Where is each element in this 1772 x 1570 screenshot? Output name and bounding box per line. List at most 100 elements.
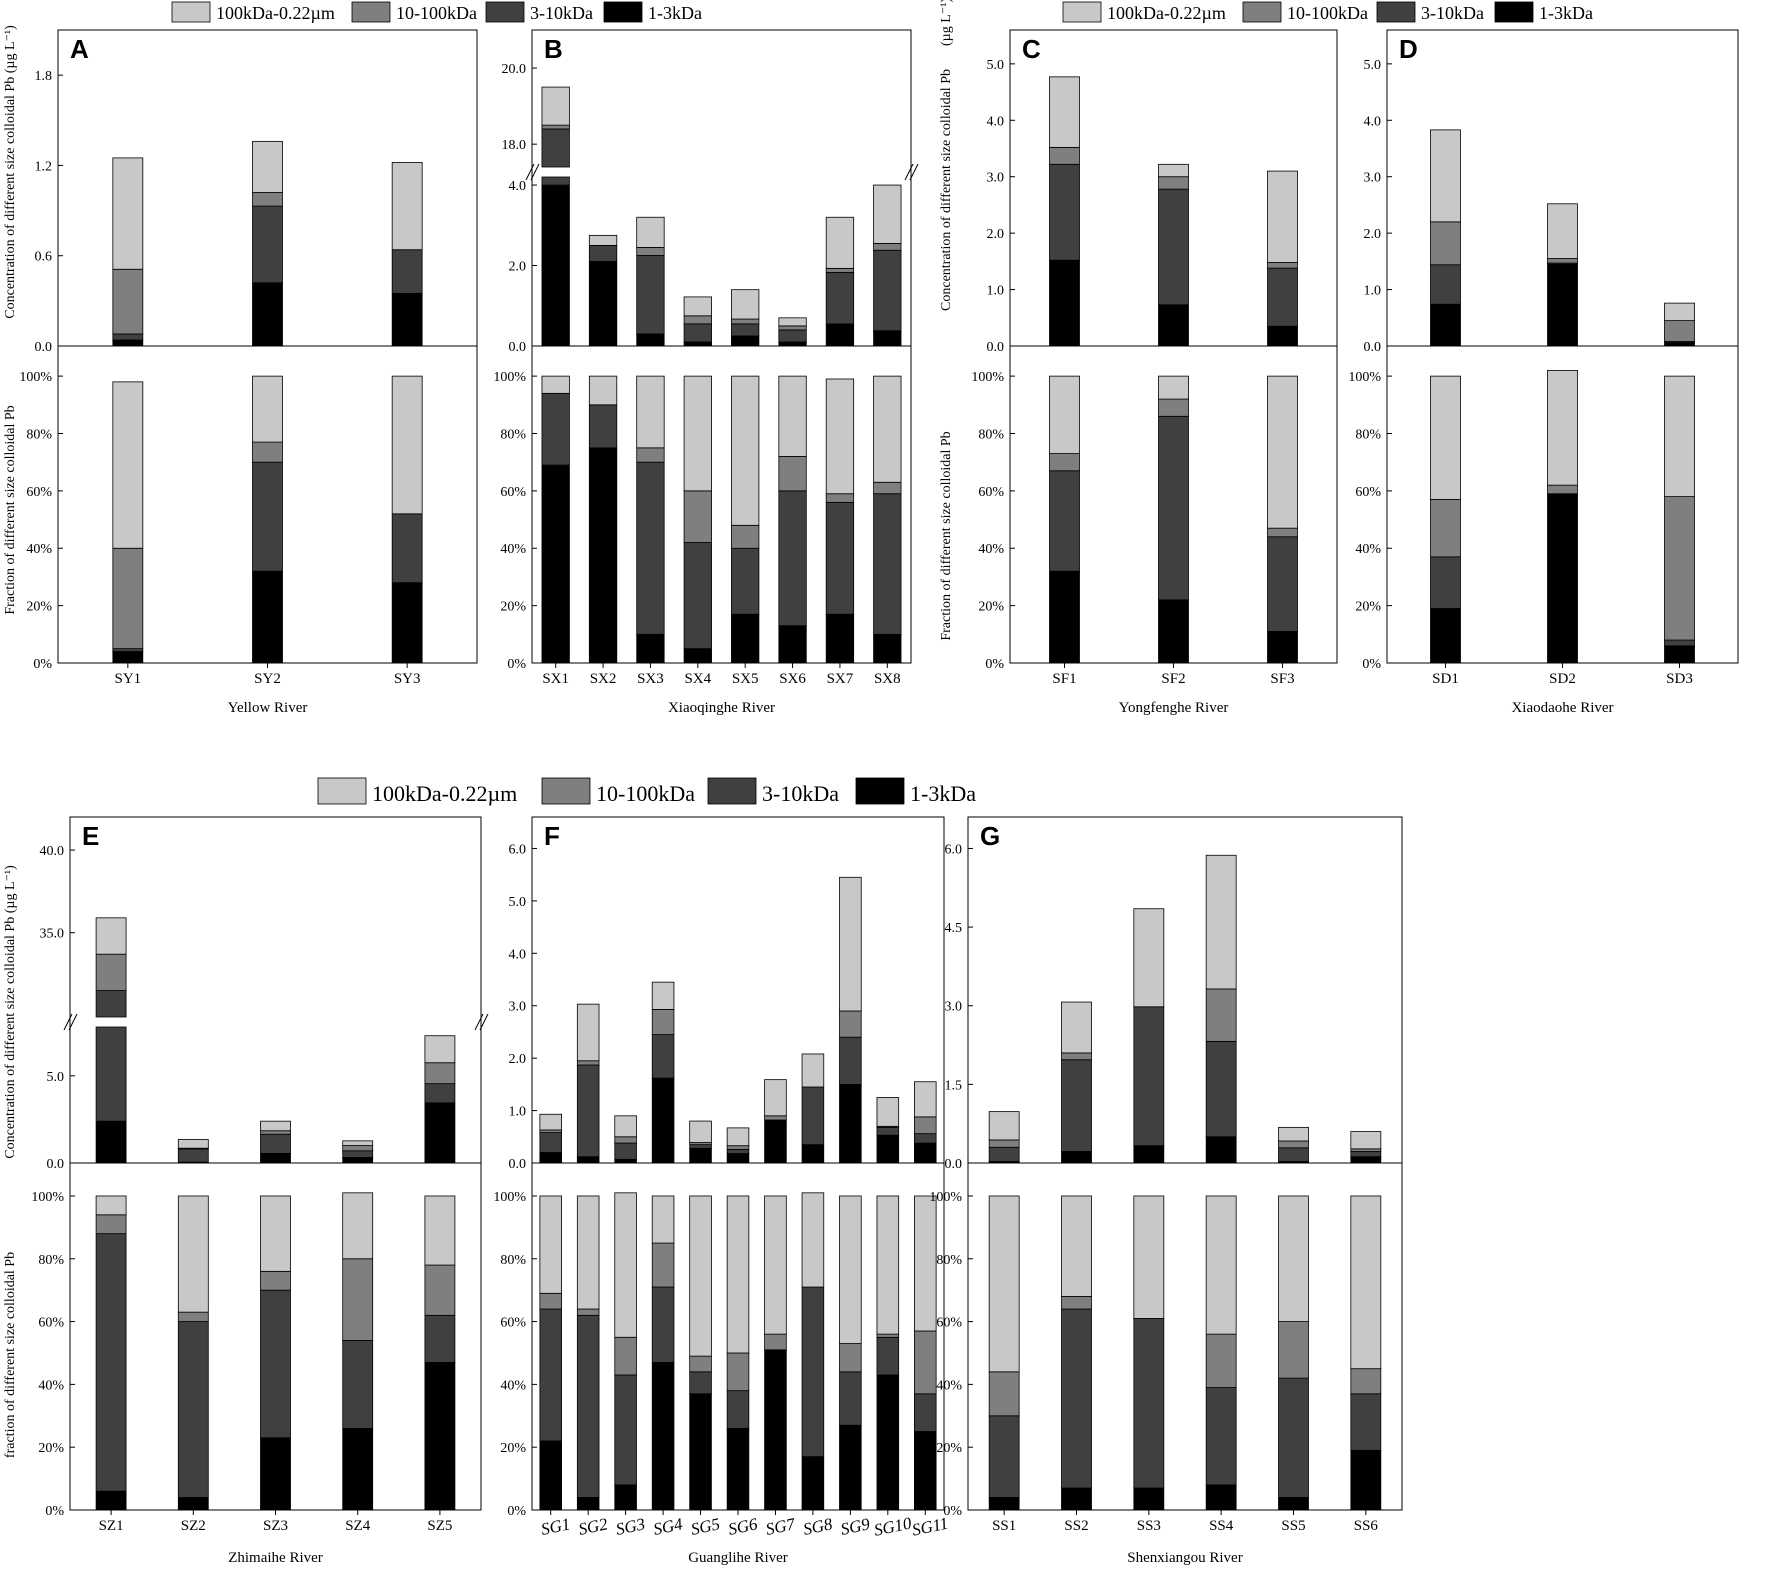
conc-bar-segment bbox=[539, 1132, 562, 1153]
conc-bar-segment bbox=[873, 242, 902, 251]
frac-tick-label: 80% bbox=[26, 427, 52, 442]
frac-bar-segment bbox=[726, 1427, 750, 1511]
x-tick-label: SZ2 bbox=[181, 1518, 206, 1534]
frac-tick-label: 20% bbox=[500, 600, 526, 615]
x-tick-label: SG5 bbox=[689, 1514, 722, 1539]
x-tick-label: SG7 bbox=[764, 1514, 798, 1539]
frac-bar-segment bbox=[778, 456, 807, 492]
x-tick-label: SZ5 bbox=[427, 1518, 452, 1534]
frac-tick-label: 20% bbox=[38, 1441, 64, 1456]
frac-bar-segment bbox=[1278, 1321, 1309, 1379]
frac-bar-segment bbox=[778, 375, 807, 457]
conc-bar-segment bbox=[825, 323, 855, 347]
frac-bar-segment bbox=[689, 1393, 712, 1511]
conc-tick-label: 6.0 bbox=[509, 842, 527, 857]
conc-bar-segment bbox=[839, 876, 862, 1012]
conc-tick-label: 1.8 bbox=[35, 69, 53, 84]
conc-bar-segment bbox=[576, 1064, 600, 1158]
conc-bar-segment bbox=[731, 318, 760, 325]
frac-bar-segment bbox=[988, 1195, 1020, 1373]
frac-bar-segment bbox=[424, 1195, 456, 1266]
conc-bar-segment bbox=[260, 1120, 291, 1132]
frac-bar-segment bbox=[576, 1497, 600, 1511]
conc-bar-segment bbox=[1205, 988, 1237, 1042]
x-tick-label: SZ1 bbox=[99, 1518, 124, 1534]
frac-bar-segment bbox=[731, 375, 760, 526]
conc-bar-segment bbox=[1158, 304, 1189, 347]
conc-bar-segment bbox=[424, 1062, 456, 1085]
conc-tick-label: 5.0 bbox=[987, 58, 1005, 73]
x-tick-label: SG4 bbox=[652, 1514, 685, 1539]
frac-bar-segment bbox=[539, 1308, 562, 1442]
conc-bar-segment bbox=[342, 1140, 374, 1146]
panel-D: D 0.0 1.0 2.0 3.0 4.0 5.0 0% 20% 40% 60% 80% 100% SD1… bbox=[1348, 29, 1739, 716]
frac-tick-label: 0% bbox=[507, 1504, 526, 1519]
frac-tick-label: 0% bbox=[45, 1504, 64, 1519]
frac-bar-segment bbox=[342, 1427, 374, 1511]
frac-bar-segment bbox=[726, 1390, 750, 1429]
conc-bar-segment bbox=[260, 1133, 291, 1154]
frac-tick-label: 40% bbox=[500, 542, 526, 557]
ylabel-frac-e: fraction of different size colloidal Pb bbox=[3, 1252, 18, 1458]
conc-bar-segment bbox=[873, 249, 902, 332]
x-tick-label: SG6 bbox=[727, 1514, 760, 1539]
conc-bar-segment bbox=[683, 341, 712, 347]
frac-bar-segment bbox=[1158, 398, 1189, 417]
legend-top-right: 100kDa-0.22µm 10-100kDa 3-10kDa 1-3kDa bbox=[1062, 1, 1593, 23]
x-tick-label: SG10 bbox=[872, 1513, 913, 1540]
ylabel-frac-cd: Fraction of different size colloidal Pb bbox=[939, 431, 954, 640]
river-name: Zhimaihe River bbox=[228, 1550, 323, 1566]
conc-bar-segment bbox=[1267, 267, 1298, 327]
conc-bar-segment bbox=[260, 1153, 291, 1164]
frac-bar-segment bbox=[876, 1195, 900, 1335]
conc-bar-segment bbox=[391, 292, 423, 347]
conc-bar-segment bbox=[726, 1148, 750, 1154]
frac-bar-segment bbox=[731, 524, 760, 549]
river-name: Xiaoqinghe River bbox=[668, 700, 775, 716]
conc-bar-segment bbox=[988, 1111, 1020, 1141]
conc-bar-segment bbox=[1278, 1147, 1309, 1162]
x-tick-label: SG8 bbox=[801, 1514, 834, 1539]
conc-bar-segment bbox=[95, 990, 127, 1018]
frac-bar-segment bbox=[391, 375, 423, 515]
frac-bar-segment bbox=[1350, 1195, 1382, 1370]
frac-tick-label: 100% bbox=[31, 1190, 64, 1205]
frac-bar-segment bbox=[1430, 608, 1461, 664]
legend-label: 3-10kDa bbox=[530, 3, 593, 23]
conc-bar-segment bbox=[764, 1079, 787, 1117]
conc-bar-segment bbox=[576, 1060, 600, 1066]
frac-bar-segment bbox=[1061, 1487, 1092, 1511]
river-name: Guanglihe River bbox=[688, 1550, 788, 1566]
conc-bar-segment bbox=[1267, 262, 1298, 269]
frac-tick-label: 0% bbox=[985, 657, 1004, 672]
conc-bar-segment bbox=[1430, 264, 1461, 305]
conc-tick-label: 4.5 bbox=[945, 921, 963, 936]
frac-bar-segment bbox=[689, 1195, 712, 1357]
conc-tick-label: 5.0 bbox=[1364, 58, 1382, 73]
conc-bar-segment bbox=[636, 333, 665, 347]
conc-bar-segment bbox=[342, 1145, 374, 1152]
conc-bar-segment bbox=[1049, 146, 1080, 165]
conc-bar-segment bbox=[1158, 176, 1189, 190]
conc-bar-segment bbox=[636, 255, 665, 335]
conc-bar-segment bbox=[1350, 1131, 1382, 1150]
conc-bar-segment bbox=[112, 339, 144, 347]
legend-swatch bbox=[171, 1, 211, 23]
frac-bar-segment bbox=[873, 633, 902, 664]
x-tick-label: SX8 bbox=[874, 671, 901, 687]
conc-tick-label: 4.0 bbox=[509, 179, 527, 194]
x-tick-label: SX6 bbox=[779, 671, 806, 687]
conc-bar-segment bbox=[1664, 342, 1695, 347]
frac-tick-label: 60% bbox=[500, 1316, 526, 1331]
frac-tick-label: 20% bbox=[26, 600, 52, 615]
x-tick-label: SX2 bbox=[590, 671, 617, 687]
frac-bar-segment bbox=[651, 1195, 675, 1244]
legend-label: 1-3kDa bbox=[648, 3, 702, 23]
legend-swatch bbox=[541, 777, 591, 805]
x-tick-label: SY1 bbox=[114, 671, 141, 687]
frac-tick-label: 60% bbox=[1355, 485, 1381, 500]
frac-bar-segment bbox=[683, 490, 712, 543]
conc-tick-label: 1.0 bbox=[509, 1105, 527, 1120]
conc-bar-segment bbox=[651, 1034, 675, 1079]
x-tick-label: SF3 bbox=[1270, 671, 1294, 687]
